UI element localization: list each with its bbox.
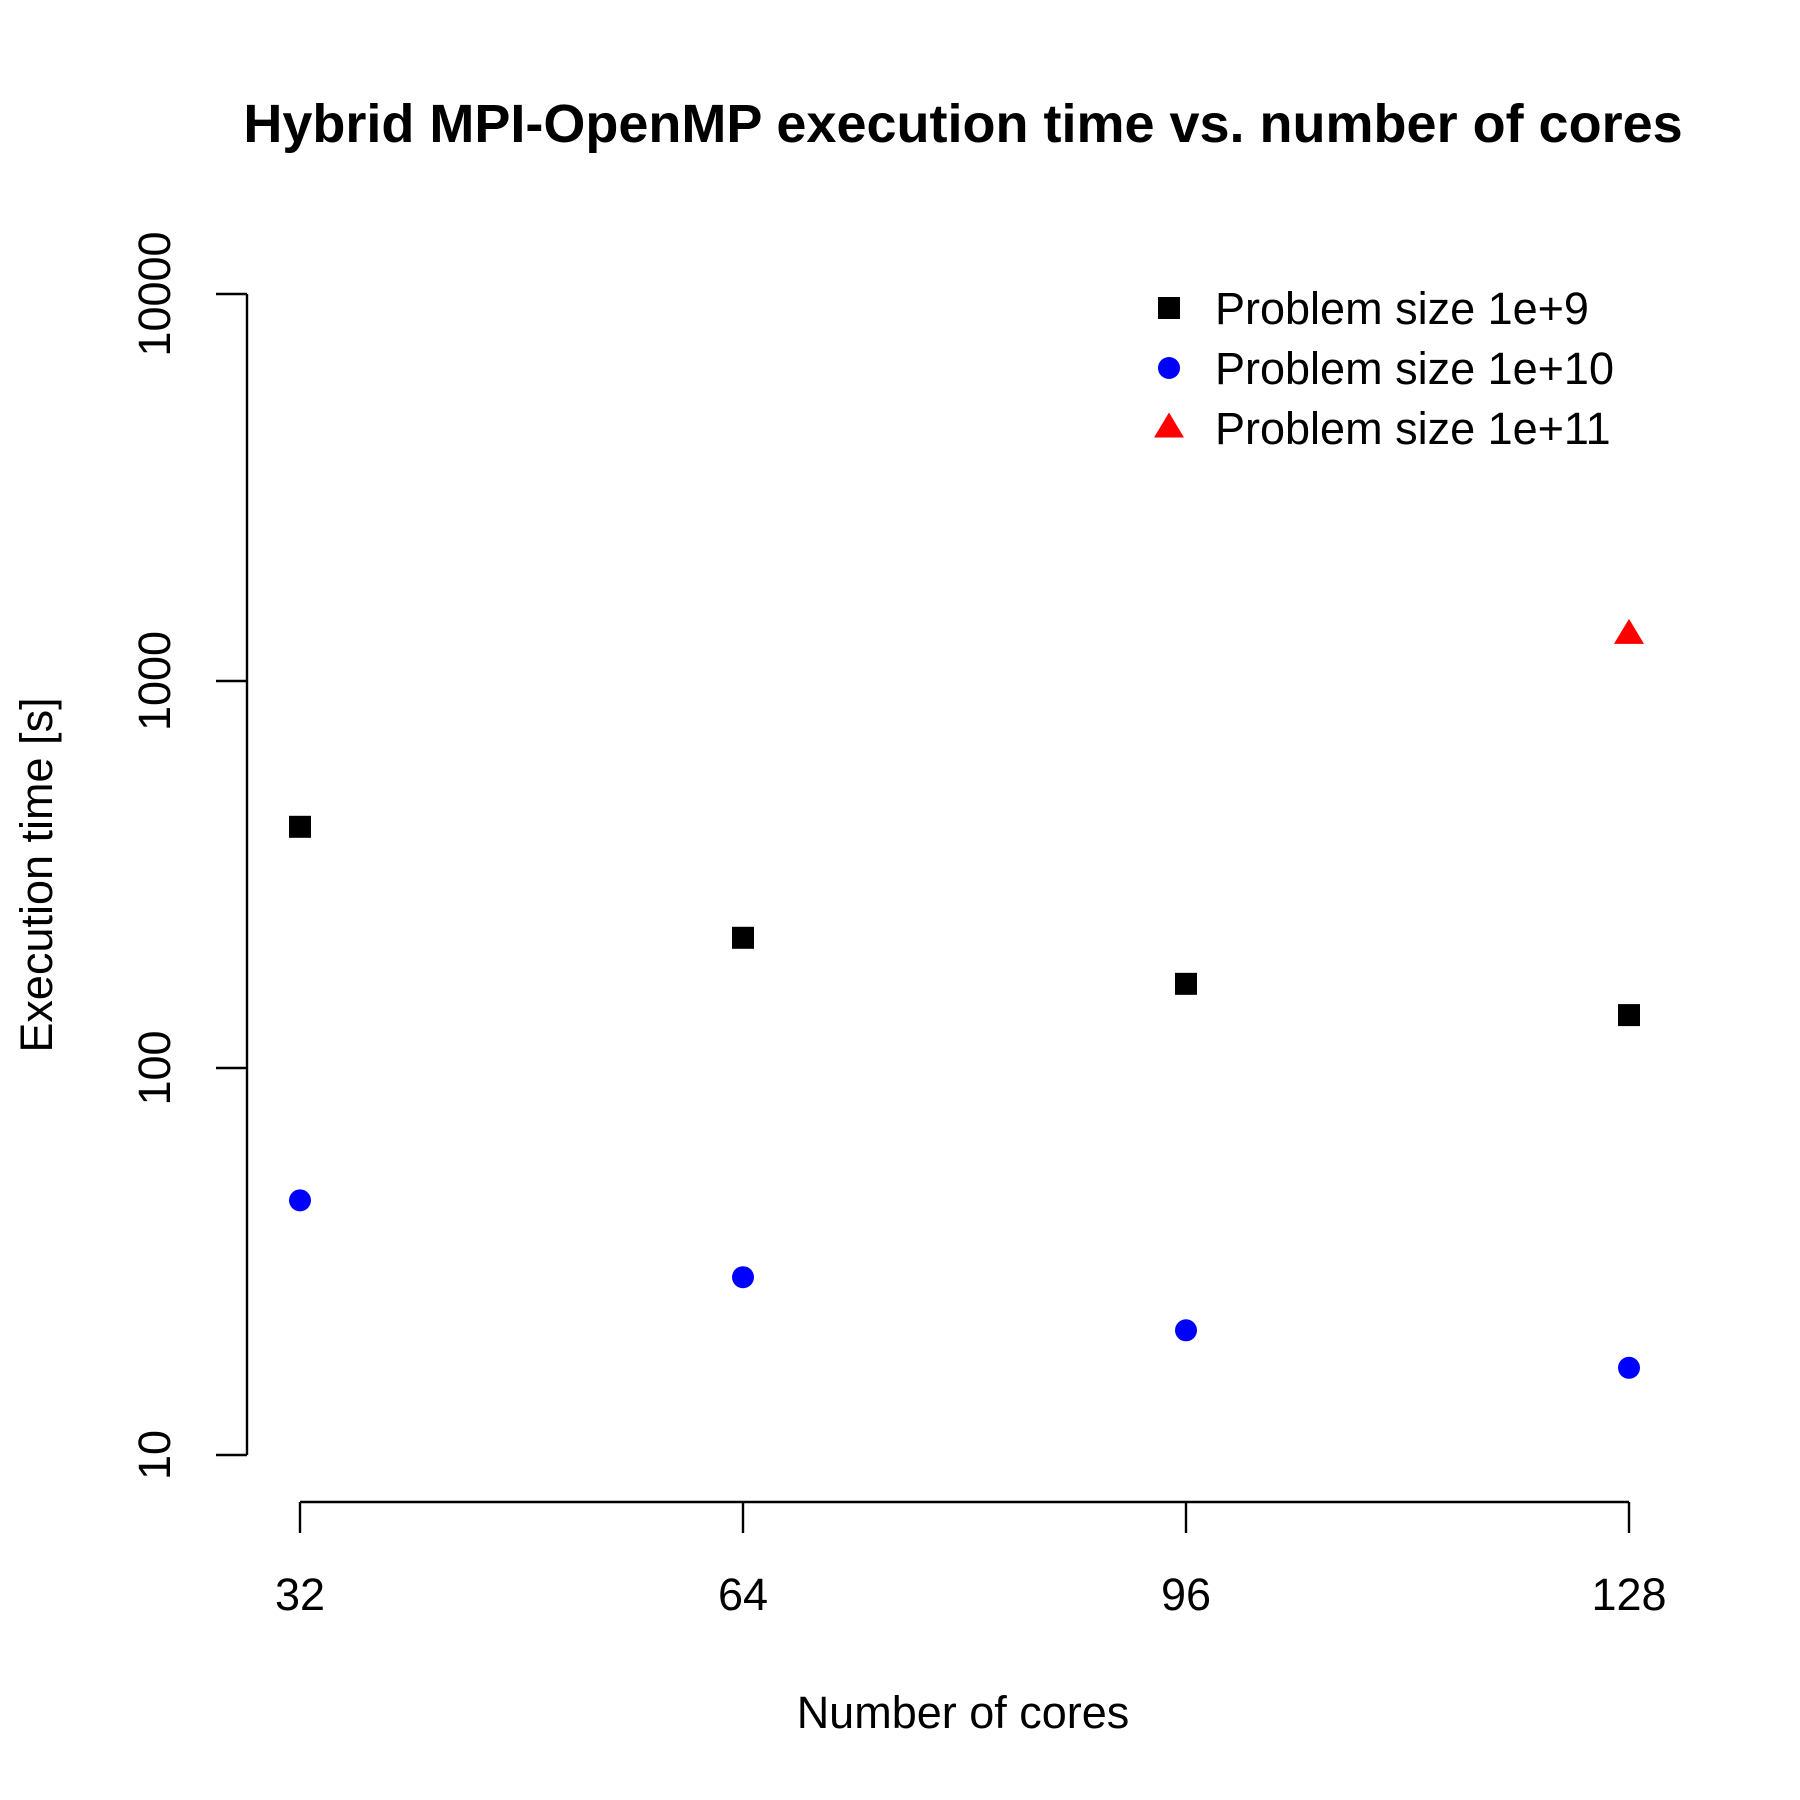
- data-point: [1175, 972, 1197, 995]
- data-point: [1618, 1004, 1640, 1027]
- data-point: [1614, 618, 1644, 644]
- legend-marker: [1158, 297, 1180, 319]
- y-tick-label: 100: [129, 1030, 180, 1105]
- data-point: [732, 1266, 754, 1289]
- x-axis: 32 64 96 128: [275, 1500, 1667, 1620]
- x-tick-label: 32: [275, 1569, 325, 1620]
- y-tick-label: 1000: [129, 631, 180, 731]
- data-point: [1618, 1356, 1640, 1379]
- legend-marker: [1154, 412, 1184, 438]
- data-point: [289, 815, 311, 838]
- legend: Problem size 1e+9 Problem size 1e+10 Probl…: [1154, 283, 1614, 454]
- chart-title: Hybrid MPI-OpenMP execution time vs. num…: [243, 94, 1682, 154]
- legend-label: Problem size 1e+10: [1215, 343, 1614, 394]
- y-tick-label: 10: [129, 1430, 180, 1480]
- x-axis-title: Number of cores: [797, 1687, 1130, 1738]
- plot-points: [289, 618, 1644, 1379]
- data-point: [732, 926, 754, 949]
- legend-marker: [1158, 357, 1180, 379]
- x-tick-label: 96: [1161, 1569, 1211, 1620]
- y-axis: 10 100 1000 10000: [129, 231, 249, 1480]
- data-point: [1175, 1319, 1197, 1342]
- y-tick-label: 10000: [129, 231, 180, 356]
- legend-label: Problem size 1e+9: [1215, 283, 1589, 334]
- data-point: [289, 1189, 311, 1212]
- legend-label: Problem size 1e+11: [1215, 403, 1611, 454]
- x-tick-label: 64: [718, 1569, 768, 1620]
- x-tick-label: 128: [1591, 1569, 1666, 1620]
- y-axis-title: Execution time [s]: [11, 697, 62, 1052]
